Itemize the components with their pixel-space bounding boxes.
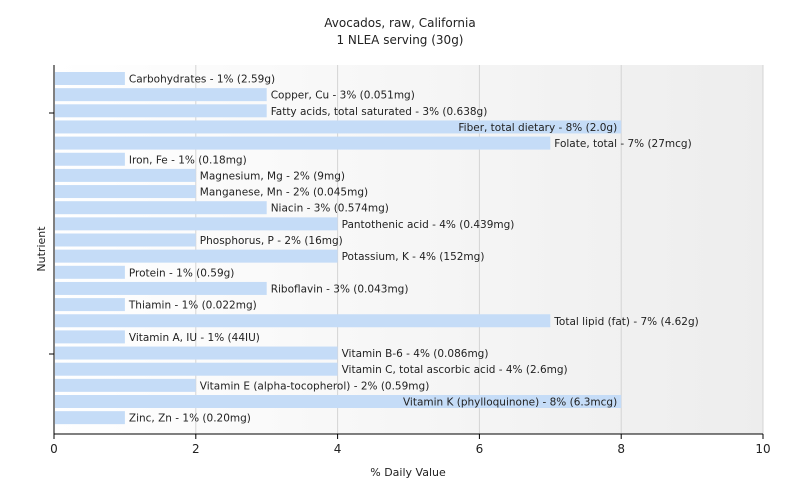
x-axis-ticks: 0 2 4 6 8 10 (50, 434, 771, 456)
bar-label: Niacin - 3% (0.574mg) (271, 203, 389, 215)
bar (55, 265, 125, 279)
x-tick-label: 8 (617, 442, 625, 456)
bar-label: Fiber, total dietary - 8% (2.0g) (458, 122, 617, 134)
bar-label: Pantothenic acid - 4% (0.439mg) (342, 219, 515, 231)
bar-label: Thiamin - 1% (0.022mg) (128, 300, 257, 312)
bar (55, 136, 551, 150)
x-axis-label: % Daily Value (370, 466, 446, 479)
bar-label: Riboflavin - 3% (0.043mg) (271, 283, 409, 295)
x-tick-label: 4 (334, 442, 342, 456)
bar-label: Vitamin B-6 - 4% (0.086mg) (342, 348, 489, 360)
bar (55, 281, 267, 295)
bar-label: Vitamin K (phylloquinone) - 8% (6.3mcg) (403, 397, 617, 409)
bar-label: Protein - 1% (0.59g) (129, 267, 235, 279)
bar (55, 314, 551, 328)
bar-label: Magnesium, Mg - 2% (9mg) (200, 170, 345, 182)
bar (55, 72, 125, 85)
bar (55, 378, 196, 392)
plot-area (54, 65, 763, 434)
bar (55, 104, 267, 118)
x-tick-label: 0 (50, 442, 58, 456)
bar (55, 249, 338, 263)
chart-title: Avocados, raw, California (324, 16, 475, 30)
bar (55, 185, 196, 199)
bar (55, 168, 196, 182)
bar-label: Vitamin A, IU - 1% (44IU) (129, 332, 260, 344)
bar-label: Potassium, K - 4% (152mg) (342, 251, 485, 263)
bar (55, 411, 125, 425)
bar-label: Folate, total - 7% (27mcg) (554, 138, 691, 150)
bar-label: Vitamin C, total ascorbic acid - 4% (2.6… (342, 364, 568, 376)
x-tick-label: 6 (476, 442, 484, 456)
y-axis-label: Nutrient (35, 226, 48, 272)
bar (55, 362, 338, 376)
bar-label: Total lipid (fat) - 7% (4.62g) (553, 316, 698, 328)
bar-label: Zinc, Zn - 1% (0.20mg) (129, 413, 251, 425)
bar (55, 346, 338, 360)
bar-label: Carbohydrates - 1% (2.59g) (129, 74, 275, 86)
bar (55, 217, 338, 231)
bar-label: Fatty acids, total saturated - 3% (0.638… (271, 106, 488, 118)
bar-label: Copper, Cu - 3% (0.051mg) (271, 90, 415, 102)
bar-label: Iron, Fe - 1% (0.18mg) (129, 154, 247, 166)
bar (55, 152, 125, 166)
bar-label: Vitamin E (alpha-tocopherol) - 2% (0.59m… (200, 380, 429, 392)
bar (55, 201, 267, 215)
chart-subtitle: 1 NLEA serving (30g) (336, 33, 463, 47)
bar-label: Phosphorus, P - 2% (16mg) (200, 235, 343, 247)
y-axis-ticks (49, 112, 54, 355)
bar (55, 88, 267, 102)
bar (55, 395, 622, 408)
bar-label: Manganese, Mn - 2% (0.045mg) (200, 187, 368, 199)
bar (55, 120, 622, 134)
x-tick-label: 10 (755, 442, 770, 456)
bars-group (55, 72, 622, 425)
bar-labels-group: Carbohydrates - 1% (2.59g) Copper, Cu - 3… (128, 74, 699, 425)
x-tick-label: 2 (192, 442, 200, 456)
bar (55, 233, 196, 247)
bar (55, 298, 125, 312)
bar (55, 330, 125, 344)
